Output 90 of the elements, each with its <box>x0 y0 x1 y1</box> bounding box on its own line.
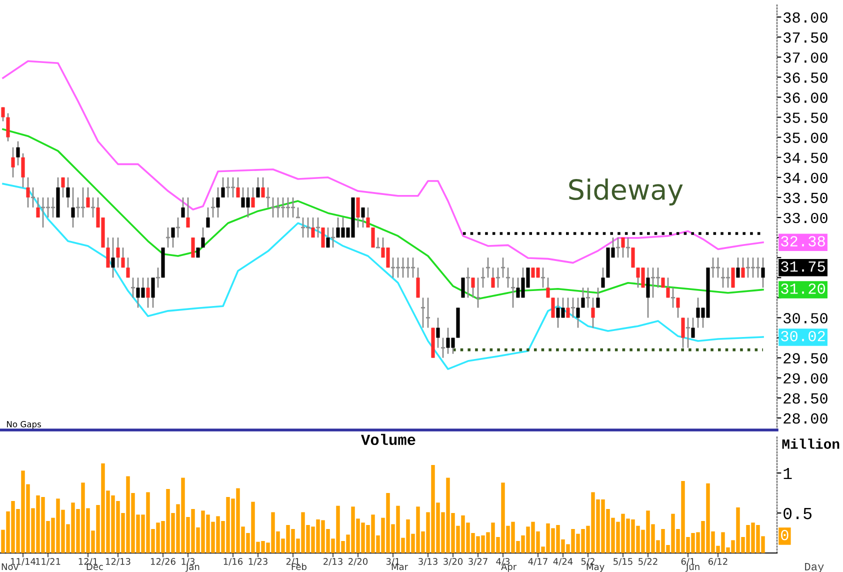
text: Dec <box>86 563 103 570</box>
text: Apr <box>501 563 517 572</box>
x-tick-label: 4/17 <box>528 558 548 566</box>
text: 31.75 <box>781 261 825 272</box>
x-tick-label: 1/16 <box>224 558 243 566</box>
candlestick <box>256 176 260 198</box>
y-tick-label: 35.50 <box>784 112 828 123</box>
candlestick <box>361 206 365 228</box>
y-tick-label: 36.00 <box>784 92 828 103</box>
candlestick <box>591 296 595 328</box>
y-tick-label: 34.50 <box>784 152 828 164</box>
candlestick <box>126 256 130 278</box>
text: Jan <box>186 563 200 572</box>
x-tick-label: 3/20 <box>444 558 463 566</box>
x-tick-label: 12/26 <box>150 558 176 566</box>
candlestick <box>121 246 125 268</box>
x-tick-label: 6/1 <box>681 558 694 566</box>
x-tick-label: 12/1 <box>78 558 98 566</box>
text: 32.38 <box>781 236 825 246</box>
y-tick-label: 0.5 <box>784 508 812 520</box>
x-tick-label: 3/13 <box>418 558 438 566</box>
text: 0 <box>781 530 788 540</box>
chart-title: Volume <box>361 434 416 446</box>
candlestick <box>366 206 370 228</box>
y-tick-label: 34.00 <box>784 172 828 184</box>
text: Mar <box>392 563 408 570</box>
candlestick <box>251 186 255 208</box>
candlestick <box>146 276 150 308</box>
text: May <box>586 563 604 572</box>
annotation: No Gaps <box>7 421 41 429</box>
y-tick-label: 29.50 <box>784 353 828 364</box>
candlestick <box>1 106 5 122</box>
candlestick <box>16 140 20 166</box>
candlestick <box>546 276 550 298</box>
candlestick <box>201 226 205 248</box>
y-tick-label: 37.00 <box>784 52 828 63</box>
candlestick <box>6 112 10 142</box>
candlestick <box>416 266 420 298</box>
candlestick <box>206 206 210 228</box>
x-tick-label: 12/13 <box>106 558 130 566</box>
y-tick-label: 33.00 <box>784 212 828 224</box>
x-tick-label: 5/22 <box>638 558 658 566</box>
y-tick-label: 33.50 <box>784 192 828 204</box>
text: 30.02 <box>781 330 825 342</box>
y-axis-title: Million <box>782 438 840 449</box>
candlestick <box>106 236 110 268</box>
candlestick <box>356 196 360 228</box>
y-tick-label: 30.50 <box>784 313 828 324</box>
candlestick <box>601 266 605 288</box>
line-series <box>2 128 764 300</box>
x-tick-label: 5/15 <box>614 558 632 566</box>
x-tick-label: 2/13 <box>324 558 342 566</box>
x-tick-label: 2/1 <box>286 558 300 566</box>
x-tick-label: 1/23 <box>248 558 268 566</box>
x-tick-label: 4/24 <box>553 558 573 566</box>
annotation: Sideway <box>569 178 683 206</box>
candlestick <box>596 286 600 308</box>
y-tick-label: 37.50 <box>784 32 828 43</box>
y-tick-label: 38.00 <box>784 12 828 23</box>
y-tick-label: 1 <box>784 468 792 480</box>
candlestick <box>181 196 185 218</box>
x-tick-label: 4/3 <box>496 558 510 566</box>
x-tick-label: 3/27 <box>468 558 488 566</box>
x-tick-label: 11/14 <box>10 558 36 566</box>
x-tick-label: 5/2 <box>581 558 594 566</box>
candlestick <box>11 146 15 178</box>
candlestick <box>186 196 190 228</box>
candlestick <box>61 176 65 198</box>
x-tick-label: 11/21 <box>36 558 60 566</box>
y-tick-label: 29.00 <box>784 373 828 384</box>
text: Nov <box>2 563 18 570</box>
text: 31.20 <box>781 283 826 294</box>
candlestick <box>191 236 195 258</box>
y-tick-label: 28.50 <box>784 393 828 404</box>
candlestick <box>66 176 70 208</box>
text: Jun <box>686 563 700 572</box>
x-tick-label: 1/3 <box>182 558 195 566</box>
candlestick <box>116 236 120 268</box>
candlestick <box>736 256 740 278</box>
line-series <box>2 60 764 264</box>
y-tick-label: 35.00 <box>784 132 828 143</box>
y-tick-label: 36.50 <box>784 72 828 83</box>
candlestick <box>21 152 25 188</box>
text: Feb <box>292 563 306 570</box>
candlestick <box>111 236 115 278</box>
y-tick-label: 28.00 <box>784 413 828 424</box>
candlestick <box>436 317 440 348</box>
x-tick-label: 2/20 <box>348 558 368 566</box>
candlestick <box>551 296 555 318</box>
x-tick-label: 6/12 <box>708 558 728 566</box>
